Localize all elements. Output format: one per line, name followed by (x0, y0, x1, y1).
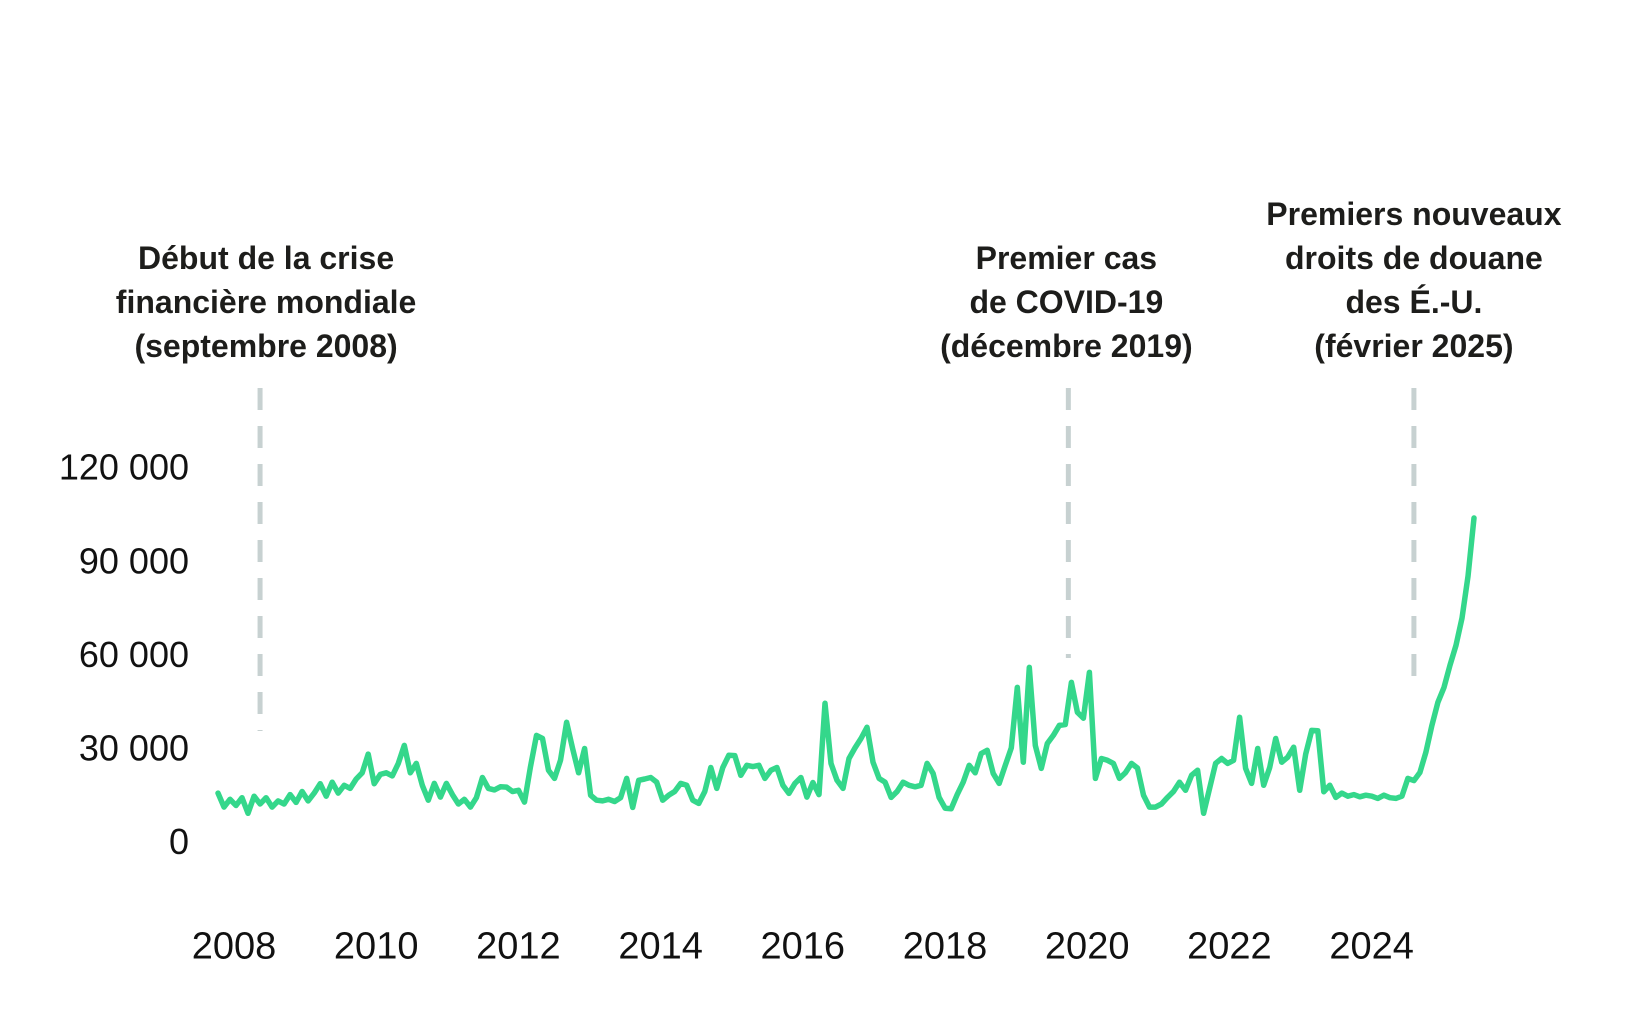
event-dash-lines (257, 388, 1417, 731)
y-tick-label: 60 000 (79, 634, 189, 675)
x-tick-label: 2010 (334, 926, 419, 968)
x-tick-label: 2022 (1187, 926, 1272, 968)
annotation-covid-19-line: (décembre 2019) (940, 328, 1193, 364)
event-annotations: Début de la crise financière mondiale (sep… (116, 196, 1562, 364)
y-tick-label: 120 000 (59, 447, 189, 488)
annotation-covid-19-line: de COVID-19 (969, 284, 1163, 320)
annotation-crise-financiere-line: Début de la crise (138, 240, 394, 276)
data-series-line (215, 515, 1477, 817)
x-tick-label: 2018 (903, 926, 988, 968)
annotation-droits-douane-eu-line: Premiers nouveaux (1266, 196, 1561, 232)
y-tick-label: 30 000 (79, 727, 189, 768)
annotation-droits-douane-eu-line: (février 2025) (1314, 328, 1513, 364)
x-tick-label: 2012 (476, 926, 561, 968)
x-tick-label: 2016 (761, 926, 846, 968)
x-tick-label: 2024 (1329, 926, 1414, 968)
annotation-droits-douane-eu-line: des É.-U. (1345, 284, 1482, 320)
x-axis-labels: 2008 2010 2012 2014 2016 2018 2020 2022 2024 (192, 926, 1414, 968)
annotation-crise-financiere-line: (septembre 2008) (134, 328, 397, 364)
annotation-crise-financiere-line: financière mondiale (116, 284, 417, 320)
x-tick-label: 2020 (1045, 926, 1130, 968)
annotation-droits-douane-eu-line: droits de douane (1285, 240, 1543, 276)
annotation-covid-19-line: Premier cas (976, 240, 1157, 276)
y-tick-label: 90 000 (79, 540, 189, 581)
x-tick-label: 2014 (618, 926, 703, 968)
x-tick-label: 2008 (192, 926, 277, 968)
y-axis-labels: 120 000 90 000 60 000 30 000 0 (59, 447, 189, 862)
y-tick-label: 0 (169, 821, 189, 862)
